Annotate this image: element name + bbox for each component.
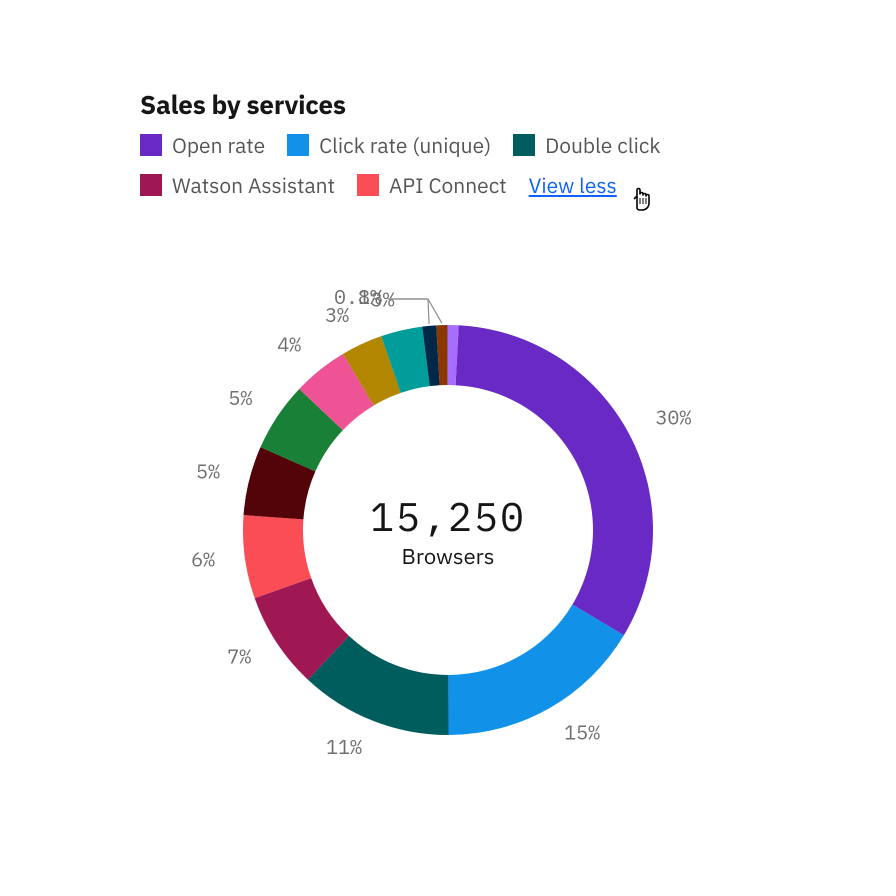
view-less-link[interactable]: View less <box>529 168 617 202</box>
leader-line <box>388 299 442 323</box>
slice-label: 11% <box>326 733 362 760</box>
legend-swatch <box>287 134 309 156</box>
legend: Open rate Click rate (unique) Double click… <box>140 128 760 202</box>
legend-item[interactable]: Double click <box>513 128 660 162</box>
donut-slice[interactable] <box>448 604 624 735</box>
slice-label: 30% <box>655 404 691 431</box>
slice-label: 4% <box>277 331 301 358</box>
legend-label: Watson Assistant <box>172 168 335 202</box>
legend-item[interactable]: Click rate (unique) <box>287 128 491 162</box>
slice-label: 6% <box>191 545 215 572</box>
donut-slice[interactable] <box>456 325 653 635</box>
slice-label: 0.8% <box>334 283 382 310</box>
legend-swatch <box>357 174 379 196</box>
slice-label: 5% <box>228 384 252 411</box>
donut-svg: 30%15%11%7%6%5%5%4%3%3%1%0.8% <box>148 230 748 830</box>
legend-swatch <box>513 134 535 156</box>
legend-label: Double click <box>545 128 660 162</box>
legend-label: Click rate (unique) <box>319 128 491 162</box>
chart-title: Sales by services <box>140 88 346 122</box>
slice-label: 7% <box>227 643 251 670</box>
legend-label: Open rate <box>172 128 265 162</box>
legend-label: API Connect <box>389 168 507 202</box>
donut-chart: 30%15%11%7%6%5%5%4%3%3%1%0.8% 15,250 Bro… <box>148 230 748 830</box>
slice-label: 5% <box>196 457 220 484</box>
legend-swatch <box>140 134 162 156</box>
legend-item[interactable]: Open rate <box>140 128 265 162</box>
legend-item[interactable]: Watson Assistant <box>140 168 335 202</box>
legend-item[interactable]: API Connect <box>357 168 507 202</box>
slice-label: 15% <box>564 718 600 745</box>
legend-swatch <box>140 174 162 196</box>
